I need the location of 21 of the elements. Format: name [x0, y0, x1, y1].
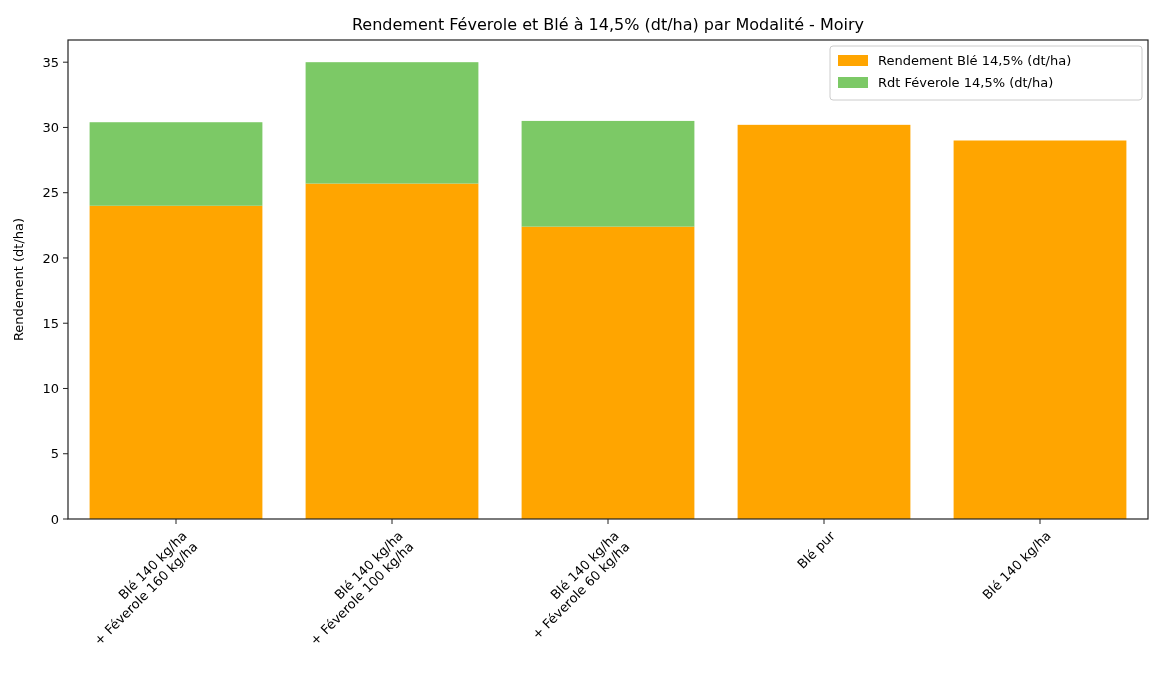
y-tick-label: 15: [42, 315, 59, 331]
y-tick-label: 25: [42, 185, 59, 201]
bar: [521, 120, 695, 227]
y-tick-label: 30: [42, 120, 59, 135]
x-tick-label: Blé pur: [794, 527, 839, 572]
chart-title: Rendement Féverole et Blé à 14,5% (dt/ha) par Modalité - Moiry: [351, 15, 865, 34]
y-tick-label: 10: [42, 381, 59, 397]
legend-label: Rdt Féverole 14,5% (dt/ha): [878, 75, 1054, 90]
bar: [305, 62, 479, 184]
y-tick-label: 20: [42, 250, 59, 266]
y-tick-label: 5: [50, 446, 59, 462]
bar: [953, 140, 1127, 519]
y-axis-title: Rendement (dt/ha): [11, 217, 26, 342]
y-tick-label: 0: [50, 511, 59, 527]
legend-label: Rendement Blé 14,5% (dt/ha): [878, 53, 1072, 68]
bar: [89, 205, 263, 519]
bar: [89, 122, 263, 206]
bar: [521, 226, 695, 519]
bar: [305, 183, 479, 519]
y-tick-label: 35: [42, 54, 59, 70]
bar: [737, 124, 911, 519]
